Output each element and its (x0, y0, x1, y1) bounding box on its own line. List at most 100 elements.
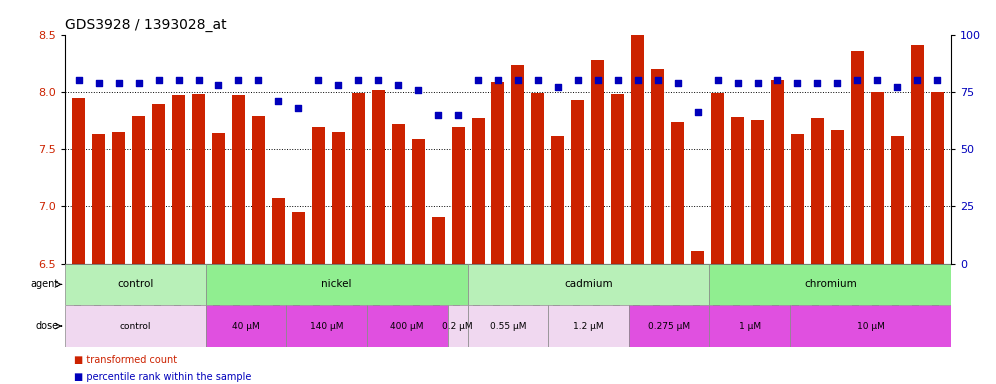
Text: GDS3928 / 1393028_at: GDS3928 / 1393028_at (65, 18, 226, 32)
Point (669, 79, 685, 86)
Bar (471, 118, 484, 263)
Point (629, 77, 645, 83)
Bar (468, 305, 548, 347)
Point (709, 77, 725, 83)
Bar (910, 45, 923, 263)
Bar (671, 122, 684, 263)
Bar (206, 263, 468, 305)
Point (610, 77, 625, 83)
Bar (272, 198, 285, 263)
Bar (447, 305, 468, 347)
Point (810, 79, 826, 86)
Bar (512, 66, 525, 263)
Bar (431, 217, 444, 263)
Bar (411, 139, 424, 263)
Point (450, 112, 466, 118)
Bar (751, 121, 764, 263)
Point (750, 79, 766, 86)
Bar (711, 93, 724, 263)
Point (170, 77, 186, 83)
Point (590, 77, 606, 83)
Point (230, 77, 246, 83)
Bar (65, 305, 206, 347)
Text: 10 μM: 10 μM (857, 321, 884, 331)
Bar (811, 118, 824, 263)
Point (850, 77, 866, 83)
Point (770, 77, 786, 83)
Bar (352, 93, 365, 263)
Bar (192, 94, 205, 263)
Bar (292, 212, 305, 263)
Text: ■ transformed count: ■ transformed count (74, 355, 176, 365)
Point (909, 77, 925, 83)
Text: agent: agent (31, 280, 59, 290)
Bar (532, 93, 545, 263)
Point (250, 77, 266, 83)
Point (130, 79, 146, 86)
Point (929, 77, 945, 83)
Point (111, 79, 126, 86)
Point (870, 77, 885, 83)
Bar (372, 89, 384, 263)
Bar (451, 127, 464, 263)
Point (790, 79, 806, 86)
Point (210, 82, 226, 88)
Point (830, 79, 846, 86)
Bar (628, 305, 709, 347)
Text: dose: dose (36, 321, 59, 331)
Bar (572, 100, 585, 263)
Bar (132, 116, 145, 263)
Bar (391, 124, 404, 263)
Text: 1 μM: 1 μM (739, 321, 761, 331)
Bar (709, 305, 790, 347)
Bar (312, 127, 325, 263)
Text: cadmium: cadmium (564, 280, 613, 290)
Bar (871, 92, 883, 263)
Point (889, 84, 905, 90)
Text: 1.2 μM: 1.2 μM (574, 321, 604, 331)
Bar (631, 32, 644, 263)
Point (430, 112, 446, 118)
Bar (287, 305, 367, 347)
Bar (252, 116, 265, 263)
Text: control: control (120, 321, 151, 331)
Point (71, 77, 87, 83)
Point (649, 77, 665, 83)
Bar (468, 263, 709, 305)
Text: ■ percentile rank within the sample: ■ percentile rank within the sample (74, 372, 251, 382)
Text: nickel: nickel (322, 280, 352, 290)
Point (190, 77, 206, 83)
Point (331, 82, 347, 88)
Bar (709, 263, 951, 305)
Point (470, 77, 486, 83)
Point (570, 77, 586, 83)
Bar (548, 305, 628, 347)
Bar (93, 134, 106, 263)
Text: 0.55 μM: 0.55 μM (490, 321, 526, 331)
Bar (232, 95, 245, 263)
Point (530, 77, 546, 83)
Point (351, 77, 367, 83)
Point (311, 77, 327, 83)
Text: 0.275 μM: 0.275 μM (648, 321, 690, 331)
Bar (930, 92, 943, 263)
Bar (691, 251, 704, 263)
Point (730, 79, 746, 86)
Bar (771, 80, 784, 263)
Point (291, 105, 307, 111)
Bar (491, 81, 504, 263)
Bar (890, 136, 903, 263)
Bar (831, 129, 844, 263)
Text: 0.2 μM: 0.2 μM (442, 321, 473, 331)
Bar (612, 94, 624, 263)
Point (689, 109, 705, 116)
Point (490, 77, 506, 83)
Text: 140 μM: 140 μM (310, 321, 344, 331)
Bar (212, 133, 225, 263)
Bar (367, 305, 447, 347)
Point (91, 79, 107, 86)
Point (390, 82, 406, 88)
Point (371, 77, 386, 83)
Bar (332, 132, 345, 263)
Bar (851, 51, 864, 263)
